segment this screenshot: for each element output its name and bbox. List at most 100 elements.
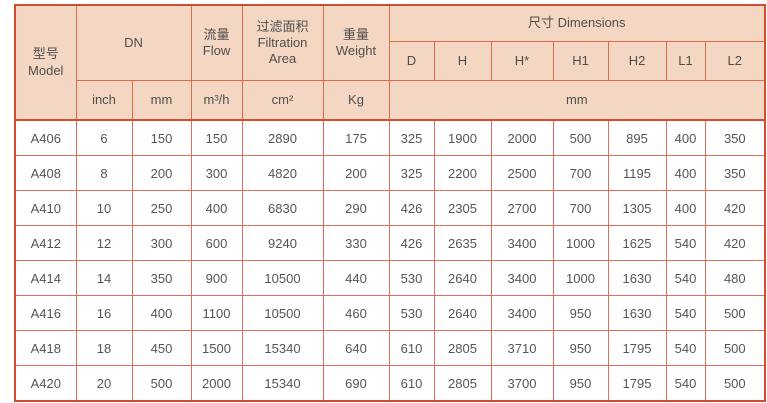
value-cell: 15340: [241, 330, 324, 366]
value-cell: 8: [75, 155, 133, 191]
value-cell: 950: [552, 365, 609, 402]
value-cell: 325: [388, 155, 435, 191]
specification-table: 型号 Model DN 流量 Flow 过滤面积 Filtration Area…: [14, 4, 767, 402]
value-cell: 330: [322, 225, 390, 261]
unit-cell-area: cm²: [241, 80, 324, 121]
header-cell-h-star: H*: [490, 41, 554, 81]
value-cell: 690: [322, 365, 390, 402]
value-cell: 3400: [490, 225, 554, 261]
header-cell-l2: L2: [704, 41, 766, 81]
value-cell: 3400: [490, 295, 554, 331]
value-cell: 3710: [490, 330, 554, 366]
value-cell: 1795: [607, 365, 667, 402]
value-cell: 500: [131, 365, 192, 402]
value-cell: 900: [190, 260, 243, 296]
value-cell: 530: [388, 260, 435, 296]
value-cell: 2000: [490, 119, 554, 156]
value-cell: 16: [75, 295, 133, 331]
value-cell: 20: [75, 365, 133, 402]
value-cell: 1195: [607, 155, 667, 191]
value-cell: 400: [665, 119, 706, 156]
value-cell: 3700: [490, 365, 554, 402]
value-cell: 325: [388, 119, 435, 156]
model-cell: A420: [14, 365, 77, 402]
value-cell: 460: [322, 295, 390, 331]
value-cell: 2700: [490, 190, 554, 226]
value-cell: 1900: [433, 119, 492, 156]
value-cell: 640: [322, 330, 390, 366]
model-cell: A414: [14, 260, 77, 296]
value-cell: 15340: [241, 365, 324, 402]
value-cell: 6830: [241, 190, 324, 226]
value-cell: 480: [704, 260, 766, 296]
value-cell: 1500: [190, 330, 243, 366]
table-row: A412 12 300 600 9240 330 426 2635 3400 1000 1625 54…: [14, 225, 766, 261]
model-cell: A418: [14, 330, 77, 366]
value-cell: 600: [190, 225, 243, 261]
value-cell: 10: [75, 190, 133, 226]
value-cell: 1630: [607, 260, 667, 296]
table-row: A414 14 350 900 10500 440 530 2640 3400 1000 1630 5…: [14, 260, 766, 296]
value-cell: 2805: [433, 330, 492, 366]
value-cell: 420: [704, 190, 766, 226]
value-cell: 400: [665, 190, 706, 226]
unit-cell-mm: mm: [131, 80, 192, 121]
header-cell-flow: 流量 Flow: [190, 4, 243, 81]
value-cell: 500: [704, 330, 766, 366]
header-cell-filtration-area: 过滤面积 Filtration Area: [241, 4, 324, 81]
header-cell-d: D: [388, 41, 435, 81]
table-row: A410 10 250 400 6830 290 426 2305 2700 700 1305 400…: [14, 190, 766, 226]
value-cell: 426: [388, 225, 435, 261]
value-cell: 895: [607, 119, 667, 156]
value-cell: 540: [665, 330, 706, 366]
model-cell: A412: [14, 225, 77, 261]
value-cell: 700: [552, 155, 609, 191]
value-cell: 1630: [607, 295, 667, 331]
value-cell: 540: [665, 260, 706, 296]
value-cell: 18: [75, 330, 133, 366]
value-cell: 400: [131, 295, 192, 331]
model-cell: A416: [14, 295, 77, 331]
value-cell: 290: [322, 190, 390, 226]
value-cell: 540: [665, 365, 706, 402]
value-cell: 610: [388, 365, 435, 402]
model-cell: A410: [14, 190, 77, 226]
table-row: A420 20 500 2000 15340 690 610 2805 3700 950 1795 5…: [14, 365, 766, 402]
value-cell: 350: [704, 155, 766, 191]
value-cell: 500: [704, 295, 766, 331]
value-cell: 1000: [552, 225, 609, 261]
value-cell: 400: [665, 155, 706, 191]
value-cell: 6: [75, 119, 133, 156]
unit-cell-inch: inch: [75, 80, 133, 121]
value-cell: 2305: [433, 190, 492, 226]
header-cell-weight: 重量 Weight: [322, 4, 390, 81]
value-cell: 350: [131, 260, 192, 296]
header-cell-dn: DN: [75, 4, 192, 81]
unit-cell-flow: m³/h: [190, 80, 243, 121]
value-cell: 200: [322, 155, 390, 191]
value-cell: 950: [552, 330, 609, 366]
model-cell: A406: [14, 119, 77, 156]
value-cell: 9240: [241, 225, 324, 261]
table-row: A416 16 400 1100 10500 460 530 2640 3400 950 1630 5…: [14, 295, 766, 331]
value-cell: 350: [704, 119, 766, 156]
header-cell-h: H: [433, 41, 492, 81]
header-row-2: D H H* H1 H2 L1 L2: [15, 41, 766, 81]
value-cell: 150: [131, 119, 192, 156]
value-cell: 450: [131, 330, 192, 366]
value-cell: 2635: [433, 225, 492, 261]
value-cell: 530: [388, 295, 435, 331]
value-cell: 3400: [490, 260, 554, 296]
header-cell-dimensions: 尺寸 Dimensions: [388, 4, 766, 42]
value-cell: 4820: [241, 155, 324, 191]
header-cell-model: 型号 Model: [14, 4, 77, 121]
value-cell: 200: [131, 155, 192, 191]
header-cell-h2: H2: [607, 41, 667, 81]
table-header: 型号 Model DN 流量 Flow 过滤面积 Filtration Area…: [14, 4, 766, 121]
header-cell-l1: L1: [665, 41, 706, 81]
table-row: A408 8 200 300 4820 200 325 2200 2500 700 1195 400 3…: [14, 155, 766, 191]
value-cell: 420: [704, 225, 766, 261]
value-cell: 175: [322, 119, 390, 156]
value-cell: 2640: [433, 260, 492, 296]
value-cell: 700: [552, 190, 609, 226]
